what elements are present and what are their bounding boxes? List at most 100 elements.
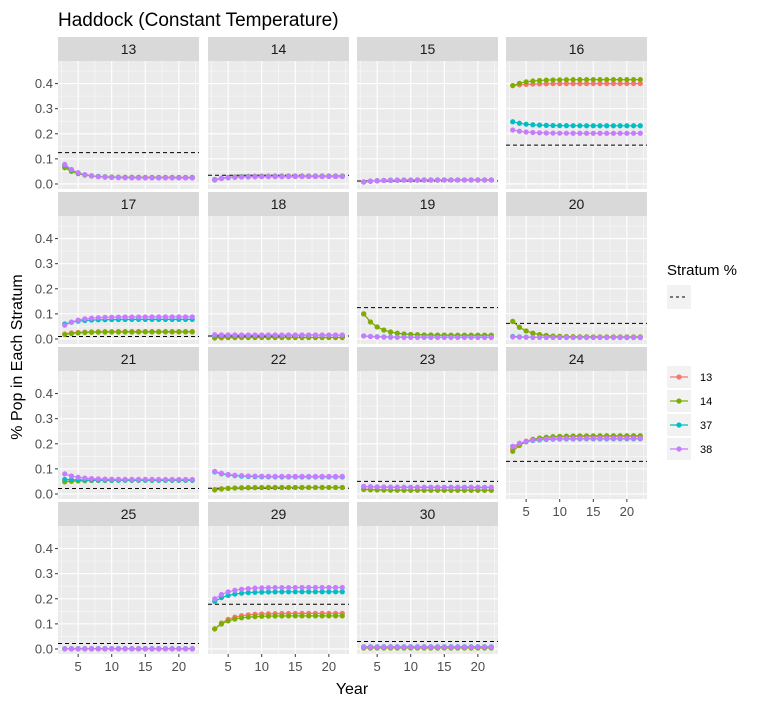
data-point-38 xyxy=(109,476,115,482)
data-point-38 xyxy=(135,476,142,482)
data-point-38 xyxy=(326,173,332,180)
data-point-38 xyxy=(543,334,549,341)
data-point-14 xyxy=(95,329,101,335)
data-point-37 xyxy=(624,123,630,129)
data-point-38 xyxy=(434,177,441,183)
data-point-38 xyxy=(455,644,461,650)
data-point-38 xyxy=(245,174,251,180)
data-point-38 xyxy=(279,473,285,479)
data-point-37 xyxy=(550,122,556,129)
data-point-38 xyxy=(232,587,238,593)
data-point-37 xyxy=(279,589,285,595)
data-point-37 xyxy=(510,119,516,125)
data-point-38 xyxy=(339,332,345,338)
data-point-38 xyxy=(536,334,543,340)
data-point-38 xyxy=(563,334,570,341)
x-tick-label: 10 xyxy=(104,659,118,674)
data-point-14 xyxy=(604,76,610,83)
facet-strip xyxy=(58,347,199,371)
data-point-14 xyxy=(279,613,285,619)
data-point-14 xyxy=(583,77,590,83)
data-point-38 xyxy=(510,127,516,133)
data-point-38 xyxy=(523,438,529,444)
facet-panel-15: 15 xyxy=(357,37,498,189)
data-point-38 xyxy=(182,175,189,181)
data-point-14 xyxy=(523,328,529,334)
data-point-37 xyxy=(292,589,298,595)
data-point-37 xyxy=(299,589,305,595)
data-point-13 xyxy=(637,80,643,87)
data-point-14 xyxy=(285,613,292,619)
data-point-38 xyxy=(461,177,468,183)
data-point-38 xyxy=(637,435,643,441)
y-tick-label: 0.0 xyxy=(35,176,53,191)
data-point-38 xyxy=(326,332,332,338)
facet-label: 15 xyxy=(420,41,436,57)
data-point-38 xyxy=(488,334,494,341)
data-point-14 xyxy=(135,329,142,335)
data-point-38 xyxy=(319,332,325,338)
data-point-38 xyxy=(142,646,148,652)
data-point-38 xyxy=(212,596,218,602)
data-point-38 xyxy=(428,177,434,183)
data-point-14 xyxy=(550,77,556,83)
data-point-38 xyxy=(610,130,617,136)
data-point-38 xyxy=(441,334,447,341)
data-point-38 xyxy=(109,314,115,320)
legend-label-14: 14 xyxy=(700,396,712,408)
data-point-37 xyxy=(68,477,75,483)
data-point-38 xyxy=(387,644,394,650)
data-point-38 xyxy=(312,332,319,338)
facet-panels: 13 0.0 0.1 0.2 0.3 0.4 14 15 16 17 0.0 0.1 0.2 0.3 0.4… xyxy=(35,37,647,674)
data-point-38 xyxy=(583,435,590,441)
data-point-38 xyxy=(394,484,400,490)
data-point-38 xyxy=(590,435,596,441)
data-point-38 xyxy=(367,333,374,340)
data-point-38 xyxy=(610,334,617,341)
data-point-14 xyxy=(319,484,325,491)
data-point-38 xyxy=(169,175,175,181)
data-point-38 xyxy=(455,334,461,341)
data-point-14 xyxy=(156,329,162,335)
data-point-14 xyxy=(218,621,225,627)
data-point-38 xyxy=(122,646,128,652)
data-point-38 xyxy=(212,332,218,338)
data-point-38 xyxy=(238,332,245,338)
data-point-14 xyxy=(212,487,218,493)
data-point-38 xyxy=(550,130,556,136)
data-point-38 xyxy=(536,436,543,443)
data-point-14 xyxy=(326,484,332,491)
data-point-38 xyxy=(488,484,494,490)
data-point-37 xyxy=(265,589,272,595)
data-point-14 xyxy=(516,324,523,330)
data-point-38 xyxy=(408,484,414,490)
data-point-14 xyxy=(332,484,339,491)
data-point-38 xyxy=(68,646,75,652)
data-point-38 xyxy=(95,174,101,180)
data-point-38 xyxy=(82,316,88,322)
data-point-38 xyxy=(510,334,516,340)
data-point-38 xyxy=(102,646,108,652)
facet-strip xyxy=(208,347,349,371)
data-point-38 xyxy=(428,484,434,490)
data-point-38 xyxy=(306,332,312,338)
data-point-14 xyxy=(597,76,603,83)
data-point-14 xyxy=(570,77,576,83)
data-point-14 xyxy=(530,78,536,84)
data-point-14 xyxy=(563,77,570,83)
data-point-38 xyxy=(176,175,182,181)
data-point-38 xyxy=(481,484,488,490)
x-tick-label: 20 xyxy=(471,659,485,674)
data-point-38 xyxy=(367,644,374,650)
data-point-37 xyxy=(637,123,643,129)
data-point-38 xyxy=(82,646,88,652)
data-point-37 xyxy=(617,123,623,129)
facet-panel-30: 30 5 10 15 20 xyxy=(357,502,498,674)
y-tick-label: 0.1 xyxy=(35,306,53,321)
data-point-14 xyxy=(339,613,345,619)
data-point-38 xyxy=(630,334,637,341)
data-point-38 xyxy=(394,644,400,650)
facet-strip xyxy=(58,192,199,216)
data-point-38 xyxy=(468,484,474,490)
data-point-14 xyxy=(75,330,81,336)
